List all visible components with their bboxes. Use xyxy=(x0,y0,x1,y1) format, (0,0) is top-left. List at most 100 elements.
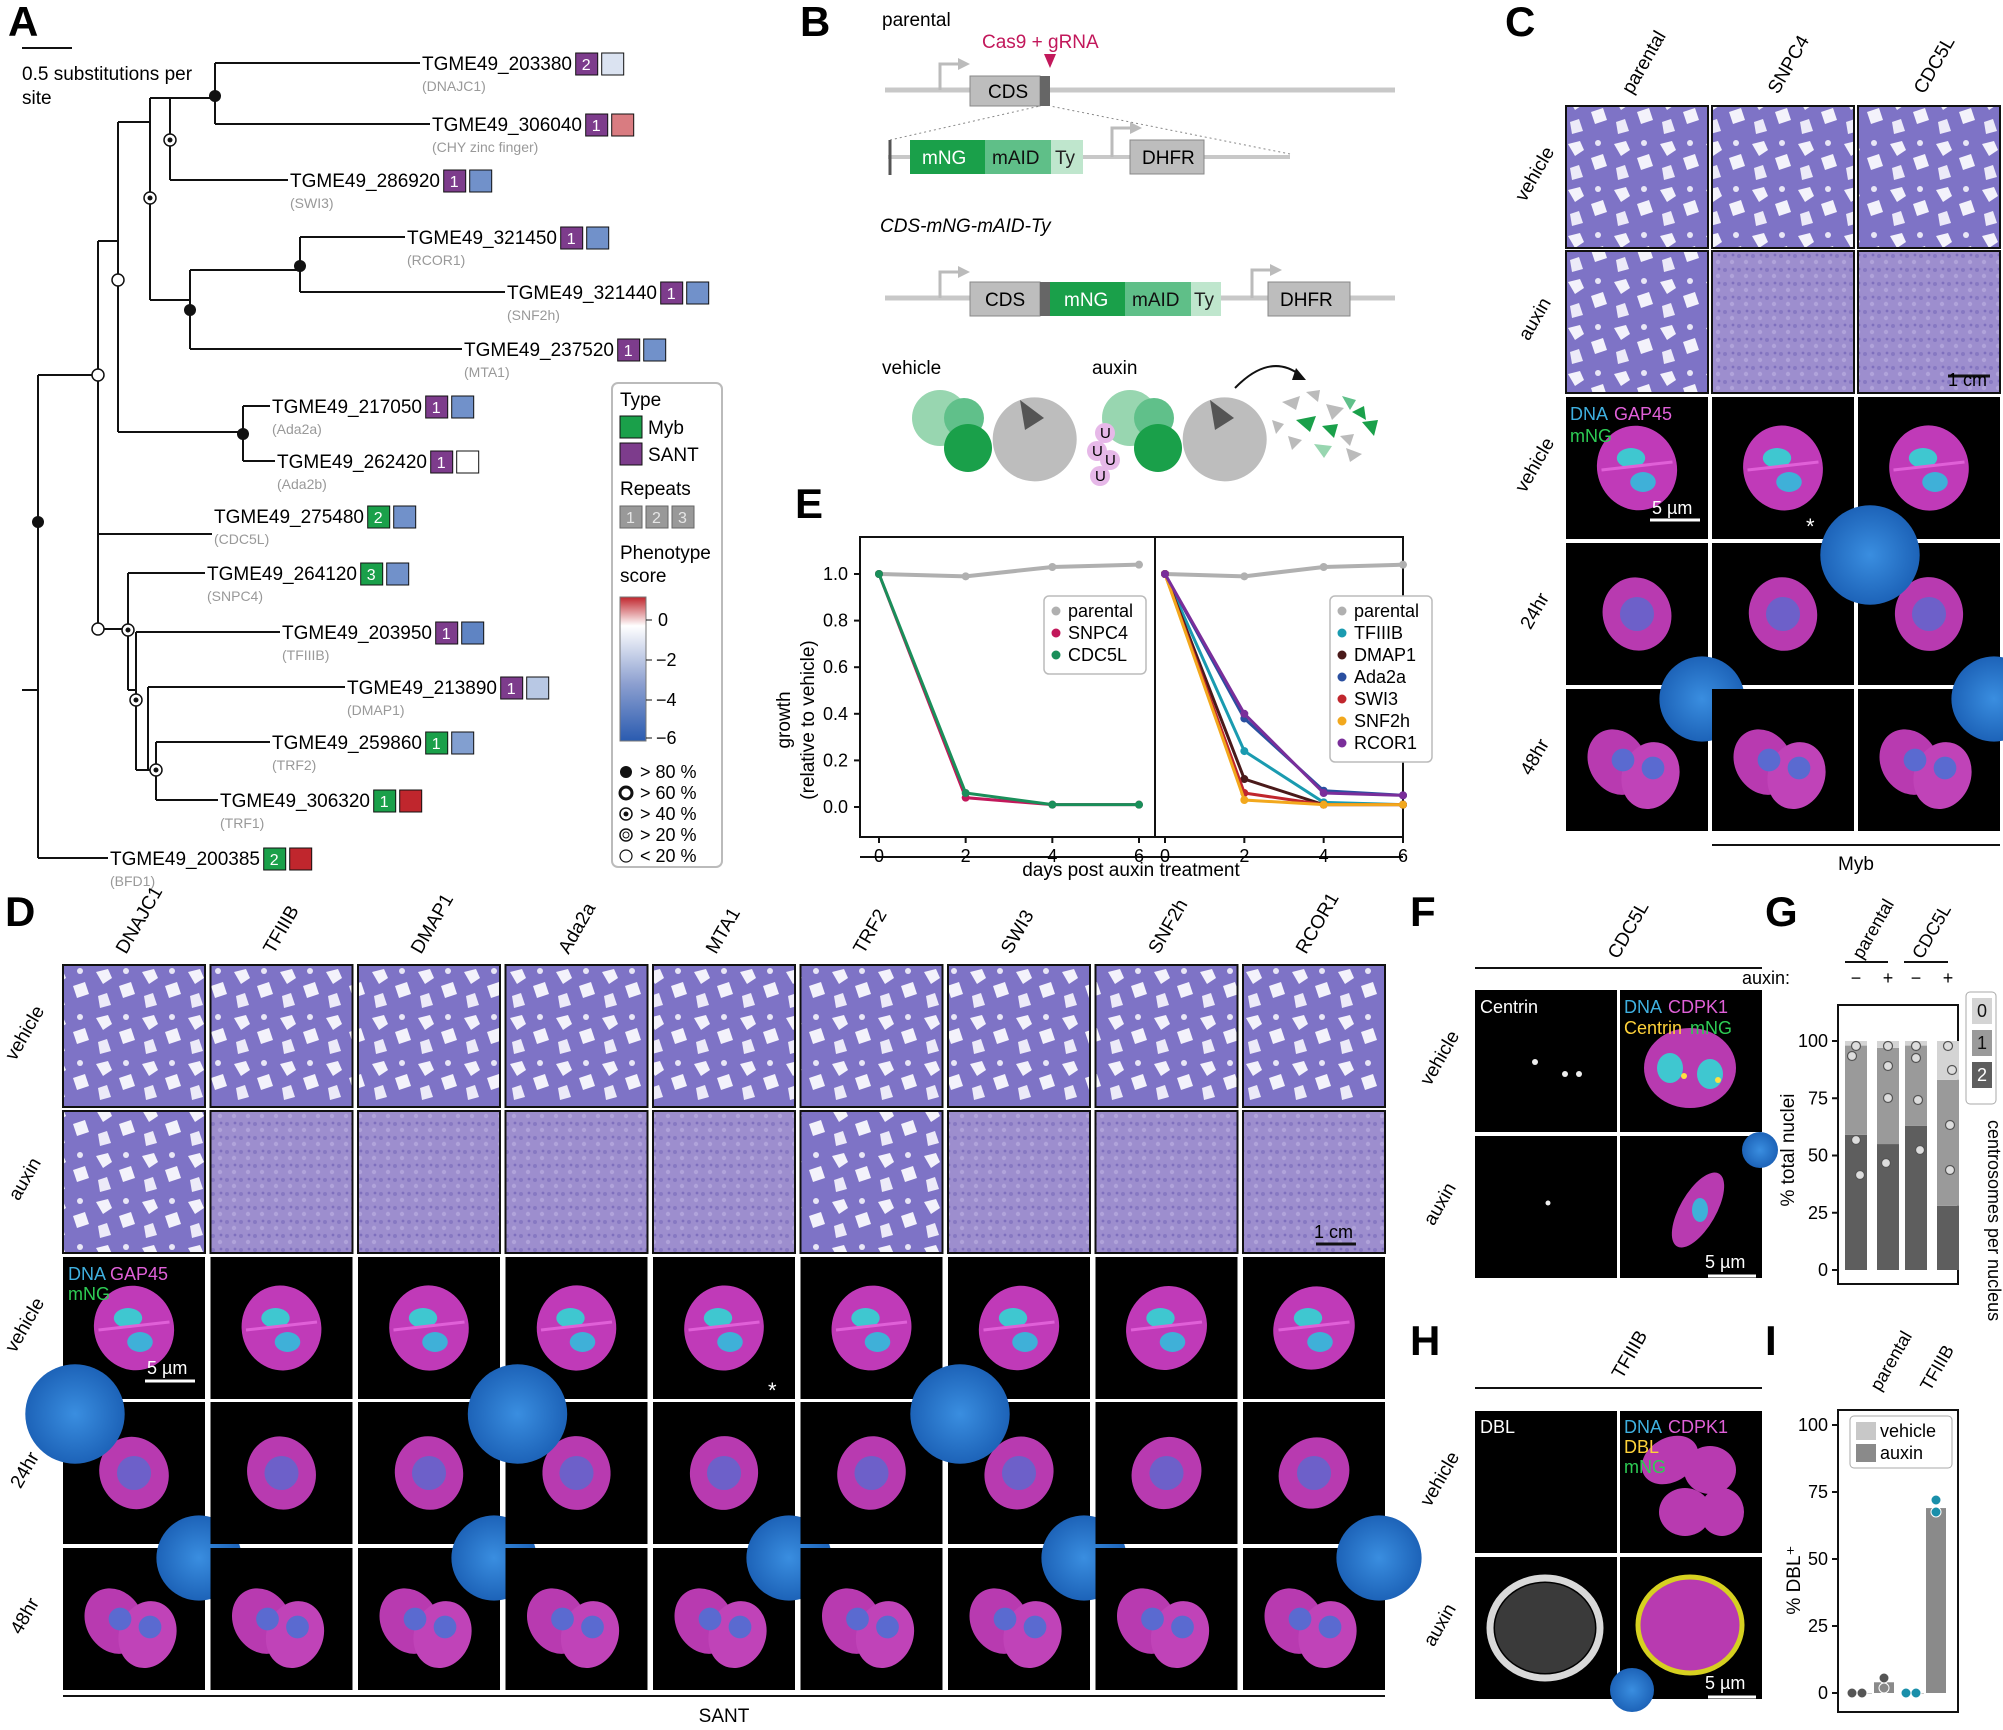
i-legend-auxin: auxin xyxy=(1880,1443,1923,1463)
repeat-badge xyxy=(575,52,599,76)
repeat-count: 1 xyxy=(437,455,446,472)
parasite-division xyxy=(835,1320,908,1332)
d-group-label: SANT xyxy=(699,1706,750,1725)
d-plaque-vehicle xyxy=(209,964,354,1108)
support-less-20: < 20 % xyxy=(640,846,697,866)
d-cell-vehicle-content xyxy=(831,1285,912,1371)
e-xtick-label: 0 xyxy=(874,846,884,866)
g-auxin-label: auxin: xyxy=(1742,968,1790,988)
leaf-label: TGME49_306040 xyxy=(432,115,582,136)
h-row-label: vehicle xyxy=(1416,1448,1464,1510)
b-construct-label: CDS-mNG-mAID-Ty xyxy=(880,216,1052,237)
support-80: > 80 % xyxy=(640,762,697,782)
leaf-sublabel: (TRF2) xyxy=(272,757,316,773)
b-auxin-label: auxin xyxy=(1092,358,1137,379)
parasite-division xyxy=(1601,460,1673,472)
h-scale-label: 5 µm xyxy=(1705,1673,1745,1693)
i-bar xyxy=(1926,1508,1946,1693)
ub-3: U xyxy=(1105,452,1116,469)
b-dhfr-2: DHFR xyxy=(1280,290,1333,311)
panel-b-schematic: parental Cas9 + gRNA CDS mNG mAID Ty DHF… xyxy=(880,10,1395,486)
i-replicate-point xyxy=(1930,1506,1942,1518)
leaf-label: TGME49_286920 xyxy=(290,171,440,192)
i-legend-swatch-vehicle xyxy=(1856,1422,1876,1440)
parasite xyxy=(684,1285,764,1371)
dbl-interior xyxy=(1495,1583,1595,1673)
nucleus xyxy=(1776,472,1802,492)
e-legend-label: DMAP1 xyxy=(1354,645,1416,665)
h-image xyxy=(1475,1411,1617,1553)
repeat-count: 2 xyxy=(374,510,383,527)
nucleus xyxy=(581,1615,604,1639)
i-ytick-label: 25 xyxy=(1808,1616,1828,1636)
g-replicate-point xyxy=(1880,1157,1892,1169)
nucleus xyxy=(846,1607,869,1631)
i-legend-vehicle: vehicle xyxy=(1880,1421,1936,1441)
repeat-count: 1 xyxy=(624,343,633,360)
e-xtick-label: 2 xyxy=(1239,846,1249,866)
c-plaque-auxin xyxy=(1711,250,1855,394)
nucleus xyxy=(1001,1455,1037,1491)
phenotype-score-box xyxy=(461,621,485,645)
node-support-80 xyxy=(184,304,196,316)
repeat-badge xyxy=(443,169,467,193)
b-cds-label: CDS xyxy=(988,82,1028,103)
repeat-count: 1 xyxy=(442,626,451,643)
d-cell-48hr-content xyxy=(821,1588,915,1669)
parasite-division xyxy=(1278,1320,1350,1332)
c-col-label: SNPC4 xyxy=(1764,32,1814,98)
g-replicate-point xyxy=(1942,1040,1954,1052)
c-cell-vehicle-content xyxy=(1889,425,1969,511)
nucleus xyxy=(408,1308,438,1328)
d-row-label: vehicle xyxy=(1,1294,49,1356)
e-series-line xyxy=(877,573,1139,807)
d-legend-gap: GAP45 xyxy=(110,1264,168,1284)
d-row-label: auxin xyxy=(5,1154,46,1204)
d-plaque-auxin xyxy=(799,1110,944,1254)
parasite-division xyxy=(1893,460,1965,472)
d-col-label: RCOR1 xyxy=(1292,889,1343,957)
e-series-point xyxy=(1319,789,1328,798)
repeat-badge xyxy=(430,450,454,474)
e-xtick-label: 4 xyxy=(1047,846,1057,866)
d-col-label: MTA1 xyxy=(702,904,745,957)
d-cell-vehicle-content xyxy=(241,1285,322,1371)
d-cell-vehicle-content xyxy=(389,1285,469,1371)
leaf-sublabel: (MTA1) xyxy=(464,364,510,380)
h-row-label: auxin xyxy=(1420,1600,1461,1650)
centrin-dot xyxy=(1545,1200,1551,1206)
repeat-count: 1 xyxy=(592,118,601,135)
parasite xyxy=(536,1285,617,1371)
phenotype-score-box xyxy=(611,113,635,137)
nucleus xyxy=(264,1455,299,1491)
leaf-label: TGME49_275480 xyxy=(214,507,364,528)
i-ytick-label: 75 xyxy=(1808,1482,1828,1502)
parasite xyxy=(1889,425,1969,511)
c-legend-gap: GAP45 xyxy=(1614,404,1672,424)
g-ylabel: % total nuclei xyxy=(1778,1093,1799,1206)
dbl-wall xyxy=(1486,1574,1604,1682)
nucleus xyxy=(403,1607,427,1631)
c-col-label: parental xyxy=(1618,28,1671,98)
e-legend-label: Ada2a xyxy=(1354,667,1407,687)
node-support-40-dot xyxy=(167,137,173,143)
d-plaque-vehicle xyxy=(652,964,796,1108)
panel-d-grid: DNAJC1 TFIIIB DMAP1 Ada2a MTA1 TRF2 SWI3 SNF2h R… xyxy=(1,883,1422,1727)
parasite xyxy=(1596,425,1678,511)
nucleus xyxy=(876,1615,899,1639)
node-support-low xyxy=(91,622,105,636)
d-cell-48hr-content xyxy=(1116,1588,1210,1669)
leaf-sublabel: (DMAP1) xyxy=(347,702,405,718)
leaf-sublabel: (SWI3) xyxy=(290,195,334,211)
e-xtick-label: 0 xyxy=(1160,846,1170,866)
g-ytick-label: 100 xyxy=(1798,1031,1828,1051)
leaf-label: TGME49_306320 xyxy=(220,791,370,812)
f-row-label: auxin xyxy=(1420,1179,1461,1229)
b-mng-1: mNG xyxy=(922,148,966,169)
phenotype-score-box xyxy=(469,169,493,193)
colorbar-tick-2: −2 xyxy=(656,650,677,670)
nucleus xyxy=(993,1607,1017,1631)
e-series-point xyxy=(1161,570,1169,578)
